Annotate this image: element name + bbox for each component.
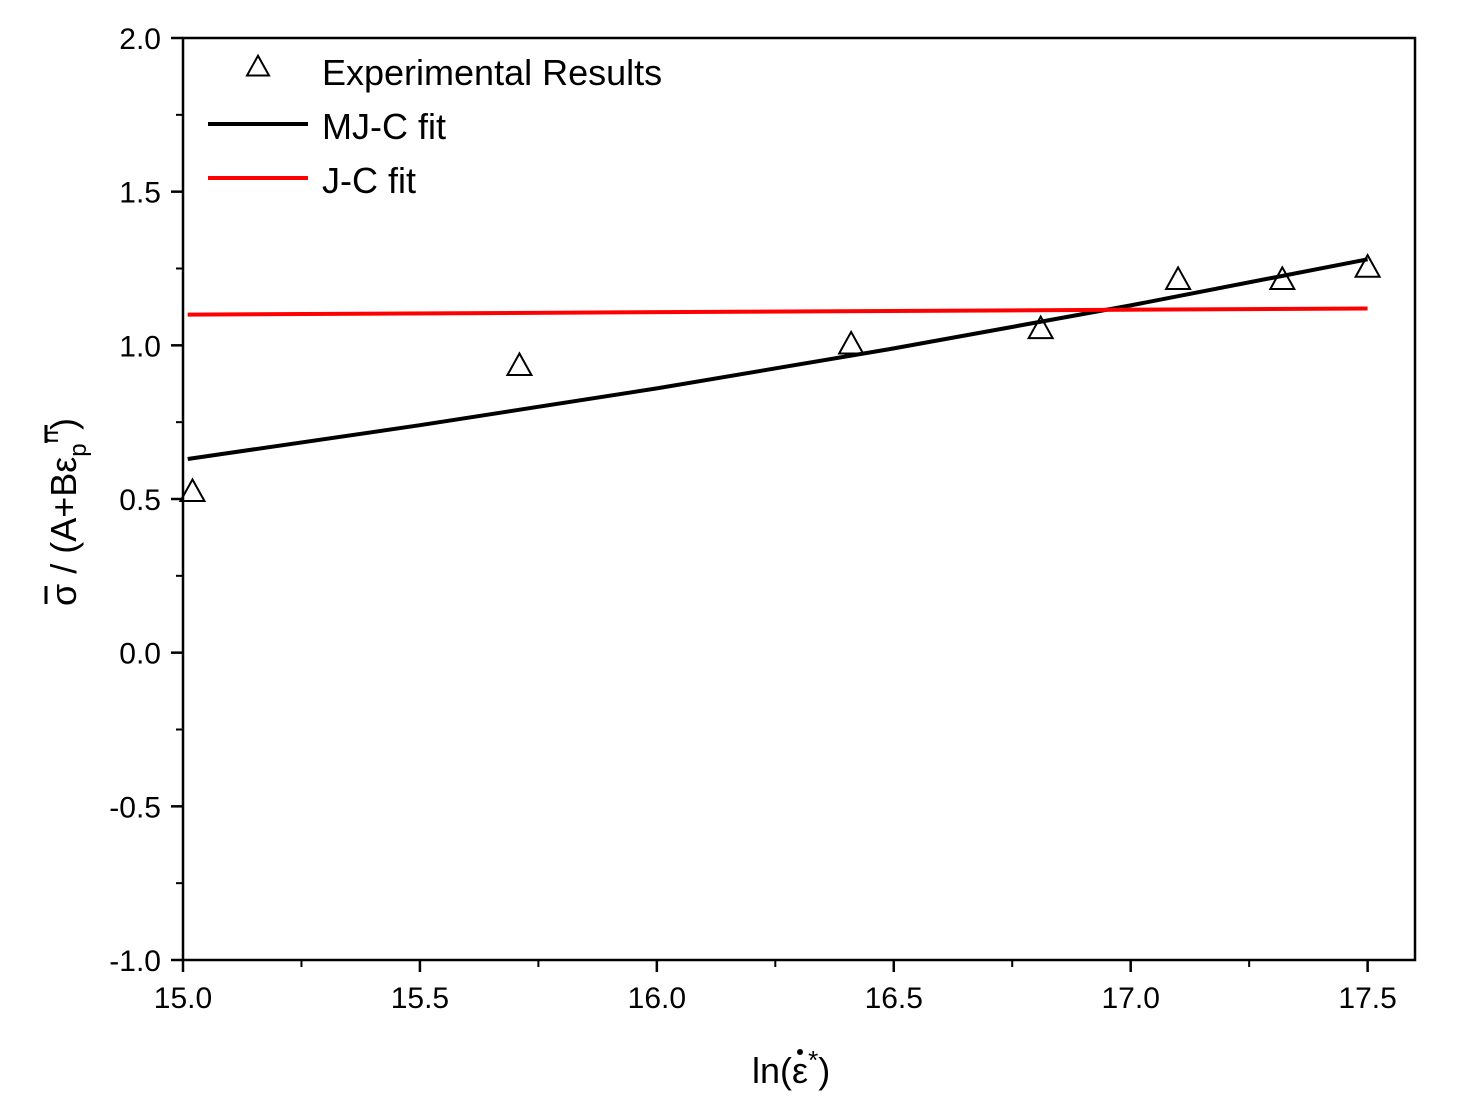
data-point-triangle <box>1353 253 1382 278</box>
y-tick-label: 0.5 <box>119 484 161 517</box>
y-axis: -1.0 -0.5 0.0 0.5 1.0 1.5 2.0 <box>109 23 183 978</box>
y-tick-label: 1.0 <box>119 330 161 363</box>
x-tick-label: 17.0 <box>1101 982 1159 1015</box>
legend-marker-triangle <box>245 53 271 77</box>
series-line-j-c-fit <box>187 306 1368 317</box>
x-tick-label: 15.5 <box>391 982 449 1015</box>
y-tick-label: -1.0 <box>109 945 161 978</box>
data-point-triangle <box>1026 314 1055 340</box>
x-axis-title-dot <box>797 1049 803 1055</box>
y-tick-label: 2.0 <box>119 23 161 56</box>
legend-label: J-C fit <box>322 160 416 201</box>
x-axis-title-text: ln(ε*) <box>752 1045 830 1091</box>
y-tick-label: -0.5 <box>109 791 161 824</box>
series-line-mj-c-fit <box>187 257 1368 461</box>
legend-label: MJ-C fit <box>322 106 446 147</box>
data-point-triangle <box>178 477 207 503</box>
y-axis-title-text: σ / (A+Bεpn) <box>37 418 92 606</box>
x-tick-label: 16.0 <box>628 982 686 1015</box>
x-axis-title: ln(ε*) <box>752 1045 830 1091</box>
y-tick-label: 0.0 <box>119 638 161 671</box>
y-axis-title: σ / (A+Bεpn) <box>37 418 92 606</box>
legend: Experimental Results MJ-C fit J-C fit <box>208 52 662 201</box>
x-axis: 15.0 15.5 16.0 16.5 17.0 17.5 <box>154 960 1397 1015</box>
data-point-triangle <box>1268 265 1297 291</box>
y-tick-label: 1.5 <box>119 177 161 210</box>
x-tick-label: 16.5 <box>865 982 923 1015</box>
legend-label: Experimental Results <box>322 52 662 93</box>
series-layer <box>178 253 1382 503</box>
data-point-triangle <box>837 329 865 355</box>
data-point-triangle <box>1164 265 1192 291</box>
x-tick-label: 17.5 <box>1338 982 1396 1015</box>
x-tick-label: 15.0 <box>154 982 212 1015</box>
data-point-triangle <box>505 351 534 377</box>
